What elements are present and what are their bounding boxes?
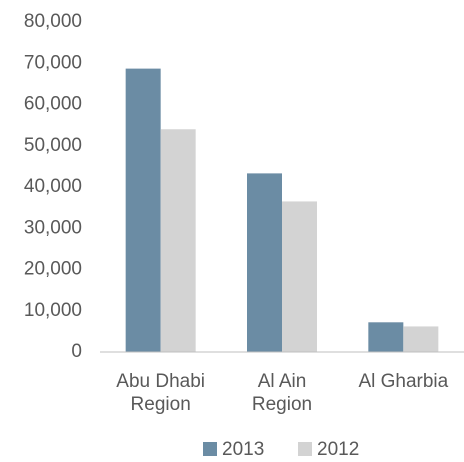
bar <box>160 129 196 352</box>
x-tick-label: Al Gharbia <box>358 371 449 392</box>
legend-swatch <box>298 442 312 456</box>
y-tick-label: 0 <box>71 341 82 362</box>
y-tick-label: 20,000 <box>24 259 82 280</box>
legend-label: 2012 <box>317 439 359 460</box>
bar <box>125 68 161 353</box>
bar <box>282 201 317 352</box>
bar <box>247 173 282 352</box>
x-tick-label: Al Ain Region <box>251 371 313 415</box>
x-tick-label: Abu Dhabi Region <box>116 371 206 415</box>
legend-swatch <box>203 442 217 456</box>
y-tick-label: 30,000 <box>24 217 82 238</box>
bar <box>403 326 439 352</box>
y-tick-label: 60,000 <box>24 94 82 115</box>
y-tick-label: 50,000 <box>24 135 82 156</box>
y-tick-label: 70,000 <box>24 52 82 73</box>
y-tick-label: 10,000 <box>24 300 82 321</box>
y-tick-label: 80,000 <box>24 11 82 32</box>
bar <box>368 322 404 352</box>
legend-label: 2013 <box>222 439 264 460</box>
y-tick-label: 40,000 <box>24 176 82 197</box>
